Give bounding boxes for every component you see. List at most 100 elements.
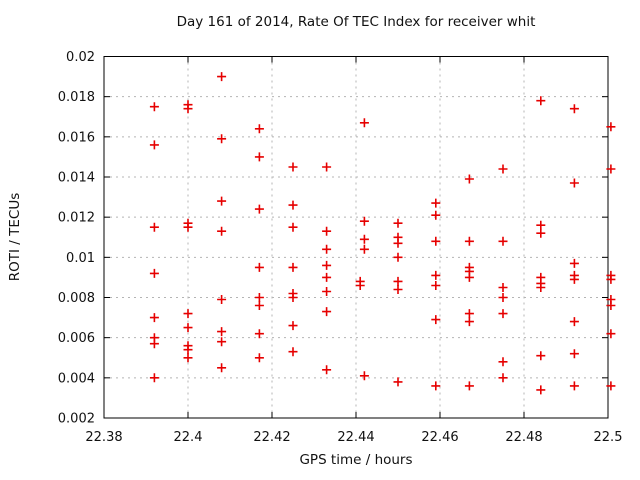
data-point-marker <box>498 283 508 292</box>
y-tick-label: 0.012 <box>58 211 95 226</box>
data-point-marker <box>217 337 227 347</box>
data-point-marker <box>431 198 441 208</box>
data-point-marker <box>288 162 298 172</box>
data-point-marker <box>254 353 264 363</box>
data-point-marker <box>149 313 159 323</box>
y-tick-label: 0.02 <box>66 50 95 65</box>
data-point-marker <box>183 345 193 355</box>
plot-border <box>103 56 609 419</box>
data-point-marker <box>536 220 546 230</box>
data-point-marker <box>149 102 159 112</box>
data-point-marker <box>183 323 193 333</box>
data-point-marker <box>288 321 298 331</box>
data-point-marker <box>569 274 579 284</box>
x-tick-label: 22.38 <box>85 430 122 445</box>
x-axis-label: GPS time / hours <box>299 452 413 468</box>
data-point-marker <box>536 283 546 292</box>
data-point-marker <box>359 234 369 244</box>
data-point-marker <box>322 244 332 254</box>
data-point-marker <box>606 122 616 132</box>
data-point-marker <box>393 285 403 294</box>
data-point-marker <box>464 236 474 246</box>
data-point-marker <box>498 164 508 174</box>
y-tick-label: 0.006 <box>58 331 95 346</box>
data-point-marker <box>288 222 298 232</box>
data-point-marker <box>288 200 298 210</box>
data-point-marker <box>393 276 403 286</box>
data-point-marker <box>322 307 332 317</box>
data-point-marker <box>536 96 546 106</box>
data-point-marker <box>393 218 403 228</box>
data-point-marker <box>431 281 441 290</box>
data-point-marker <box>393 238 403 248</box>
x-tick-label: 22.48 <box>505 430 542 445</box>
data-point-marker <box>149 339 159 349</box>
x-tick-label: 22.44 <box>337 430 374 445</box>
data-point-marker <box>359 216 369 226</box>
chart-title: Day 161 of 2014, Rate Of TEC Index for r… <box>176 14 536 30</box>
y-tick-label: 0.01 <box>66 251 95 266</box>
data-point-marker <box>393 377 403 387</box>
data-point-marker <box>183 309 193 319</box>
data-point-marker <box>498 309 508 319</box>
data-point-marker <box>149 222 159 232</box>
data-point-marker <box>149 373 159 383</box>
data-point-marker <box>536 385 546 395</box>
data-point-marker <box>606 301 616 310</box>
data-point-marker <box>217 363 227 373</box>
data-point-marker <box>393 252 403 262</box>
data-point-marker <box>569 381 579 391</box>
data-point-marker <box>431 210 441 220</box>
x-tick-label: 22.46 <box>421 430 458 445</box>
data-point-marker <box>183 353 193 363</box>
data-point-marker <box>254 262 264 272</box>
data-point-marker <box>322 260 332 270</box>
data-point-marker <box>569 104 579 114</box>
data-point-marker <box>606 329 616 339</box>
data-point-marker <box>464 174 474 184</box>
data-point-marker <box>606 274 616 284</box>
data-point-marker <box>431 236 441 246</box>
data-point-marker <box>498 293 508 302</box>
data-point-marker <box>217 134 227 144</box>
data-point-marker <box>322 162 332 172</box>
data-point-marker <box>217 295 227 304</box>
data-point-marker <box>359 244 369 254</box>
data-point-marker <box>464 309 474 319</box>
data-point-marker <box>322 365 332 375</box>
data-point-marker <box>498 357 508 367</box>
data-point-marker <box>359 118 369 128</box>
data-point-marker <box>431 315 441 325</box>
data-point-marker <box>322 226 332 236</box>
data-point-marker <box>431 381 441 391</box>
y-tick-label: 0.018 <box>58 90 95 105</box>
data-point-marker <box>254 293 264 302</box>
data-point-marker <box>569 258 579 268</box>
y-tick-label: 0.002 <box>58 412 95 427</box>
data-point-marker <box>183 222 193 232</box>
data-point-marker <box>254 204 264 214</box>
data-point-marker <box>322 272 332 282</box>
data-point-marker <box>359 371 369 381</box>
data-point-marker <box>217 226 227 236</box>
data-point-marker <box>288 293 298 302</box>
data-point-marker <box>149 268 159 278</box>
y-tick-label: 0.008 <box>58 291 95 306</box>
data-point-marker <box>217 72 227 82</box>
data-point-marker <box>536 351 546 361</box>
data-point-marker <box>149 140 159 150</box>
data-point-marker <box>322 287 332 296</box>
data-point-marker <box>606 164 616 174</box>
data-point-marker <box>254 124 264 134</box>
data-point-marker <box>217 196 227 206</box>
data-point-marker <box>217 327 227 337</box>
x-tick-label: 22.5 <box>594 430 623 445</box>
y-tick-label: 0.004 <box>58 371 95 386</box>
data-point-marker <box>464 381 474 391</box>
data-point-marker <box>569 317 579 327</box>
y-tick-label: 0.016 <box>58 130 95 145</box>
data-point-marker <box>498 373 508 383</box>
data-point-marker <box>464 317 474 327</box>
